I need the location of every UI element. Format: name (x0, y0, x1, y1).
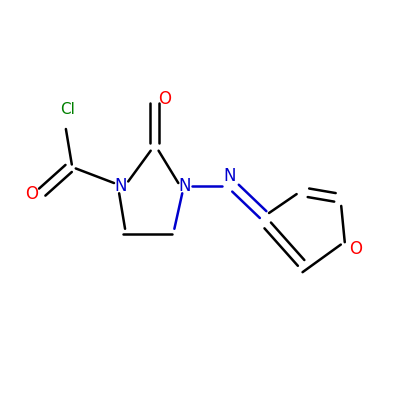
Text: O: O (158, 90, 171, 108)
Text: Cl: Cl (60, 102, 75, 117)
Text: N: N (115, 177, 127, 195)
Text: N: N (178, 177, 190, 195)
Text: N: N (223, 167, 236, 185)
Text: O: O (349, 240, 362, 258)
Text: O: O (25, 185, 38, 203)
